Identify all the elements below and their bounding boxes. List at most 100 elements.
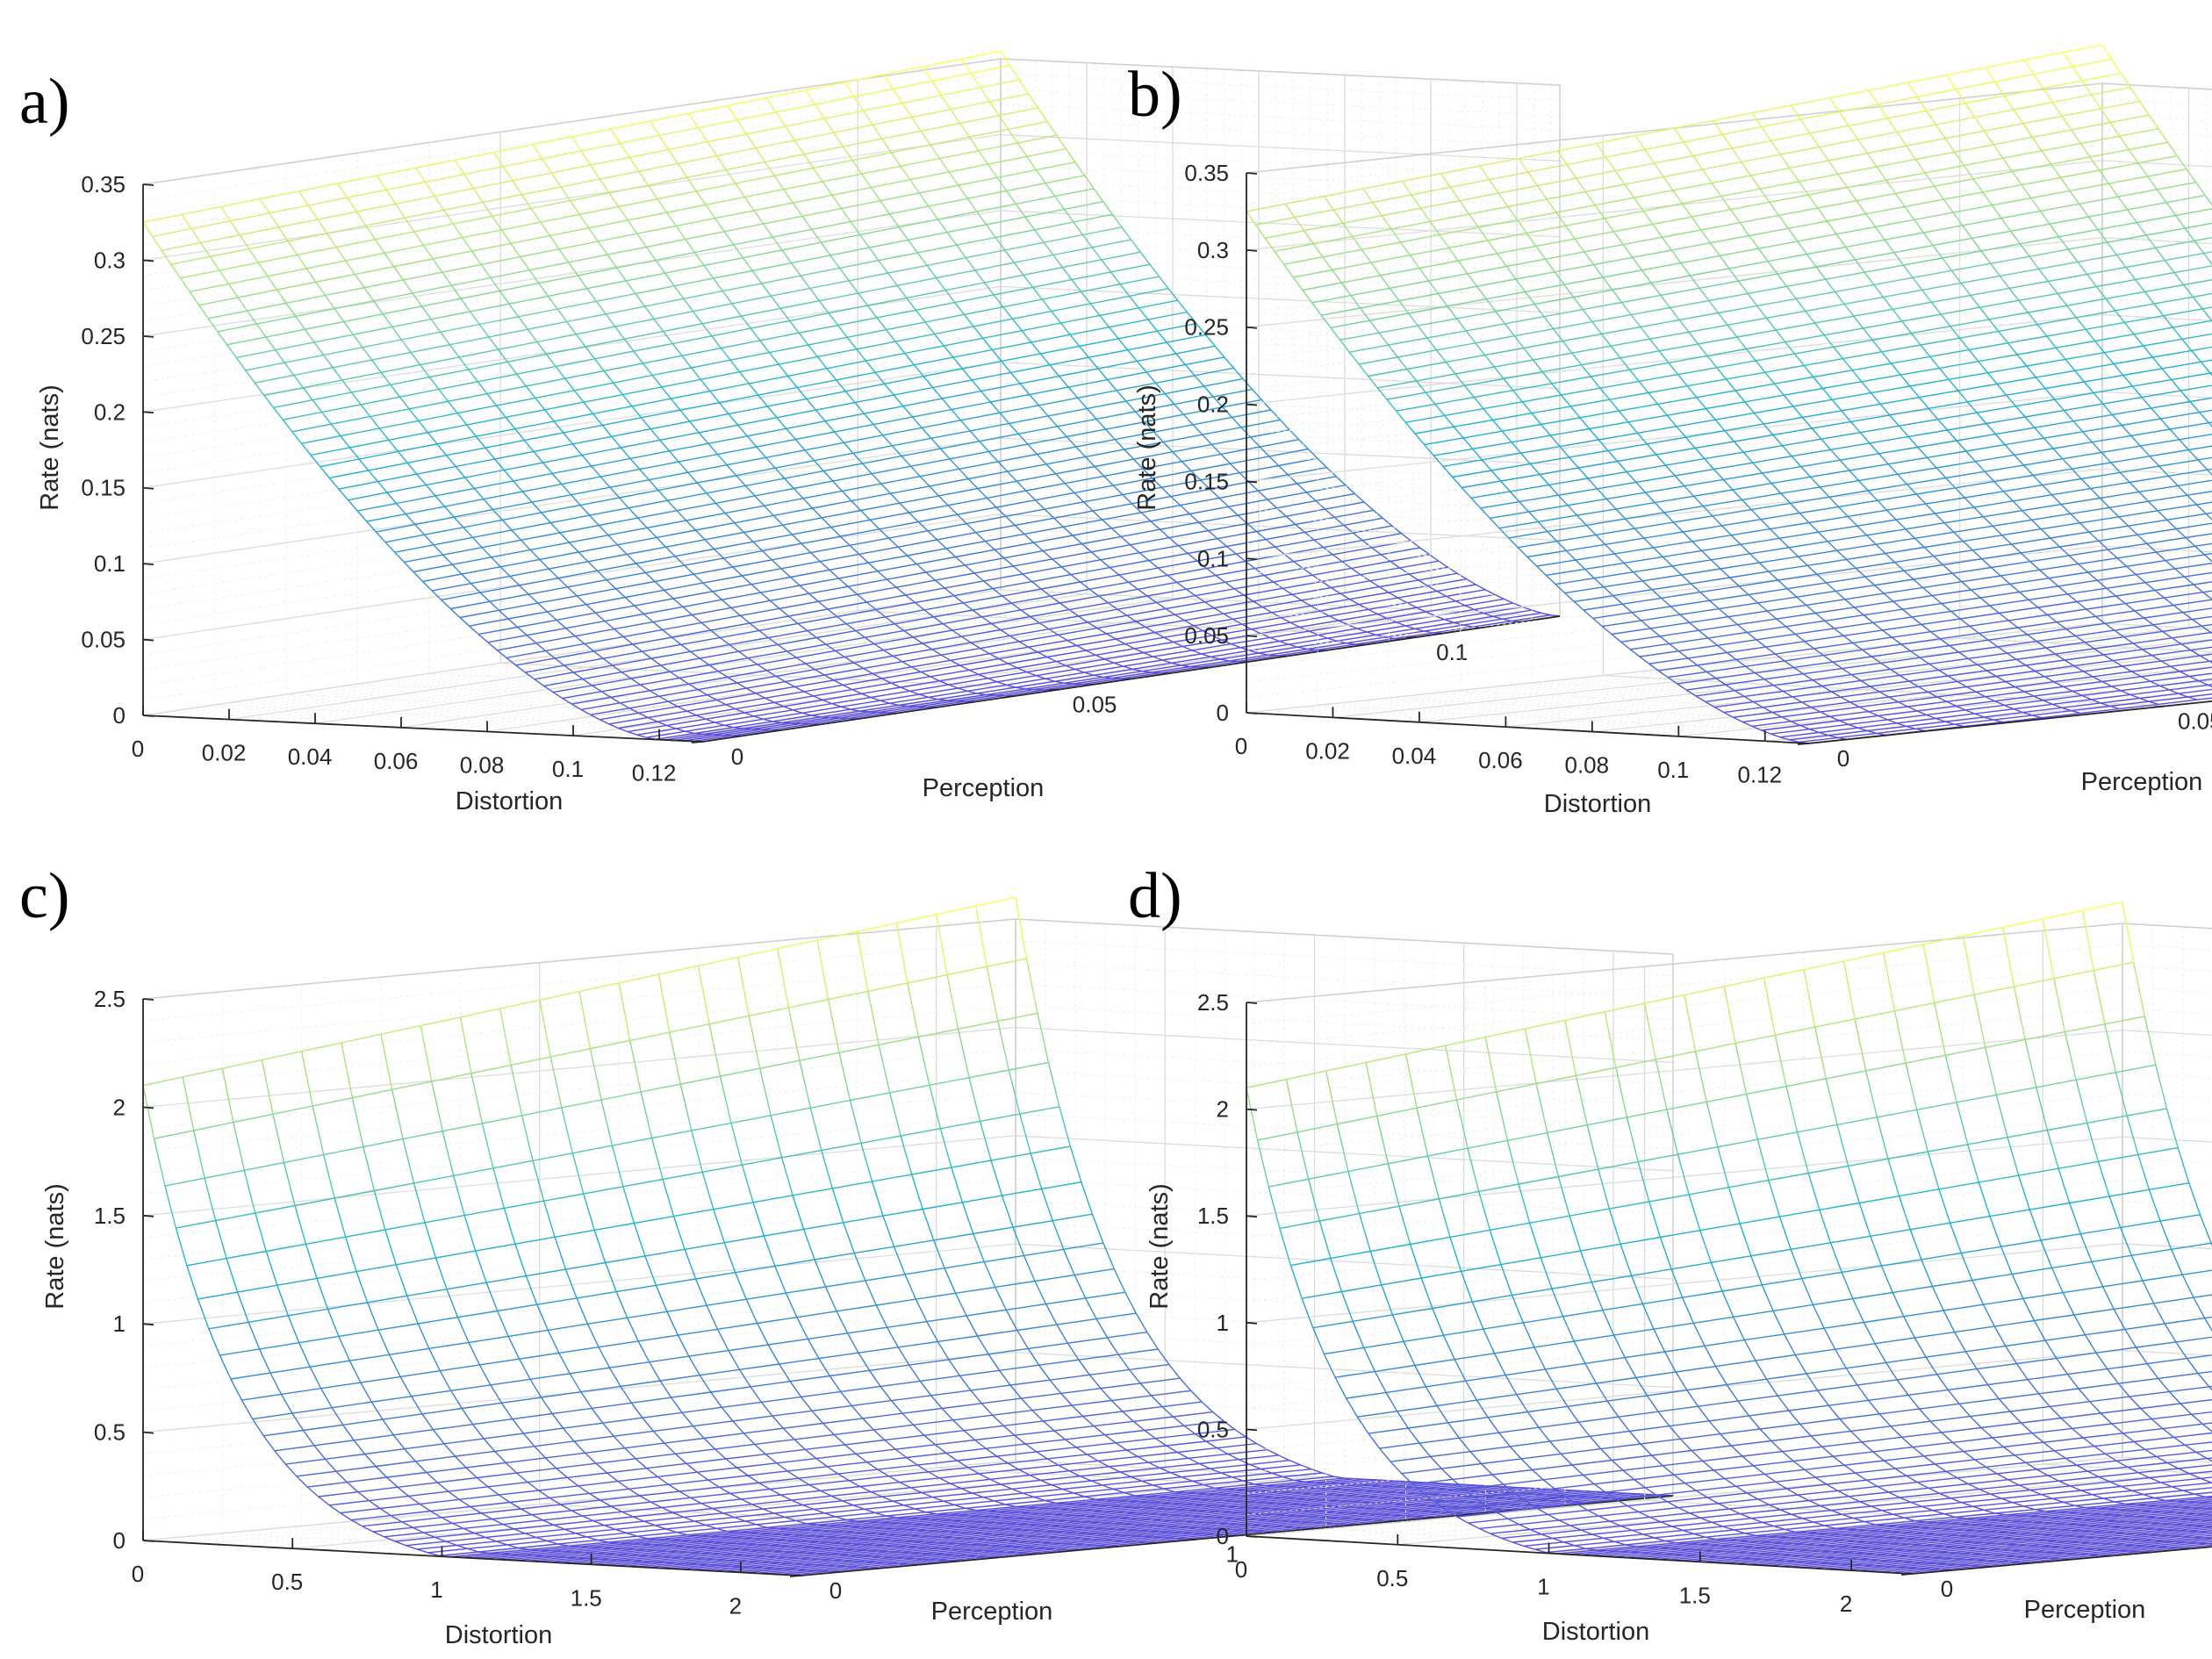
- surface-mesh-segment: [2163, 308, 2203, 317]
- surface-mesh-segment: [978, 673, 988, 679]
- surface-mesh-segment: [776, 417, 787, 429]
- surface-mesh-segment: [1484, 355, 1495, 368]
- surface-mesh-segment: [2004, 87, 2043, 97]
- surface-mesh-segment: [2069, 190, 2080, 205]
- surface-mesh-segment: [2043, 88, 2053, 103]
- surface-mesh-segment: [1489, 517, 1500, 529]
- surface-mesh-segment: [1380, 554, 1391, 563]
- surface-mesh-segment: [2079, 196, 2119, 205]
- surface-mesh-segment: [1986, 372, 1998, 384]
- surface-mesh-segment: [1556, 150, 1568, 165]
- surface-mesh-segment: [631, 398, 672, 407]
- surface-mesh-segment: [420, 356, 460, 366]
- surface-mesh-segment: [872, 465, 911, 475]
- surface-mesh-segment: [585, 346, 596, 360]
- surface-mesh-segment: [332, 367, 343, 381]
- surface-mesh-segment: [1679, 312, 1719, 321]
- surface-mesh-segment: [2018, 299, 2029, 313]
- surface-mesh-segment: [1282, 587, 1293, 595]
- surface-mesh-segment: [668, 140, 708, 151]
- surface-mesh-segment: [536, 334, 577, 343]
- minor-gridline-z: [142, 301, 1561, 428]
- surface-mesh-segment: [999, 405, 1039, 413]
- surface-mesh-segment: [575, 334, 586, 348]
- surface-mesh-segment: [1838, 111, 1849, 126]
- surface-mesh-segment: [973, 326, 984, 339]
- surface-mesh-segment: [275, 349, 285, 363]
- surface-mesh-segment: [531, 501, 542, 514]
- surface-mesh-segment: [1032, 278, 1073, 288]
- surface-mesh-segment: [373, 292, 413, 302]
- surface-mesh-segment: [1800, 459, 1841, 468]
- surface-mesh-segment: [528, 269, 540, 284]
- surface-mesh-segment: [939, 680, 950, 686]
- surface-mesh-segment: [765, 697, 775, 703]
- surface-mesh-segment: [970, 73, 981, 89]
- surface-mesh-segment: [1243, 587, 1283, 596]
- surface-mesh-segment: [453, 215, 492, 225]
- surface-mesh-segment: [551, 472, 563, 485]
- surface-mesh-segment: [1329, 615, 1339, 621]
- surface-mesh-segment: [237, 289, 277, 298]
- surface-mesh-segment: [1067, 386, 1079, 399]
- surface-mesh-segment: [1584, 251, 1595, 265]
- surface-mesh-segment: [2177, 485, 2188, 496]
- surface-mesh-segment: [910, 458, 951, 467]
- surface-mesh-segment: [887, 264, 928, 274]
- surface-mesh-segment: [1075, 446, 1087, 457]
- surface-mesh-segment: [1081, 284, 1121, 293]
- surface-mesh-segment: [1131, 239, 1141, 253]
- surface-mesh-segment: [1687, 657, 1698, 666]
- surface-mesh-segment: [2081, 80, 2093, 96]
- surface-mesh-segment: [478, 634, 489, 643]
- surface-mesh-segment: [1921, 623, 1932, 633]
- surface-mesh-segment: [506, 361, 518, 375]
- surface-mesh-segment: [1047, 407, 1088, 417]
- surface-mesh-segment: [488, 336, 499, 350]
- surface-mesh-segment: [2130, 434, 2141, 447]
- surface-mesh-segment: [693, 566, 733, 575]
- surface-mesh-segment: [1794, 346, 1834, 355]
- surface-mesh-segment: [959, 468, 969, 479]
- surface-mesh-segment: [733, 236, 773, 246]
- surface-mesh-segment: [1545, 574, 1556, 585]
- surface-mesh-segment: [895, 333, 935, 342]
- surface-mesh-segment: [1907, 435, 1919, 448]
- surface-mesh-segment: [431, 311, 470, 320]
- surface-mesh-segment: [2110, 462, 2121, 473]
- surface-mesh-segment: [438, 381, 478, 391]
- surface-mesh-segment: [1351, 567, 1361, 576]
- surface-mesh-segment: [1339, 585, 1380, 594]
- surface-mesh-segment: [713, 277, 723, 292]
- surface-mesh-segment: [1301, 600, 1311, 607]
- surface-mesh-segment: [590, 714, 600, 721]
- surface-mesh-segment: [789, 320, 800, 334]
- surface-mesh-segment: [653, 318, 664, 332]
- surface-mesh-segment: [971, 379, 982, 392]
- surface-mesh-segment: [539, 551, 579, 561]
- surface-mesh-segment: [328, 478, 340, 490]
- surface-mesh-segment: [427, 432, 438, 445]
- surface-mesh-segment: [1492, 615, 1503, 620]
- surface-mesh-segment: [854, 394, 894, 404]
- surface-mesh-segment: [1310, 605, 1321, 612]
- surface-mesh-segment: [608, 723, 619, 729]
- surface-mesh-segment: [1123, 665, 1133, 670]
- surface-mesh-segment: [849, 272, 888, 282]
- surface-mesh-segment: [1119, 284, 1131, 297]
- surface-mesh-segment: [1083, 501, 1094, 512]
- surface-mesh-segment: [700, 614, 741, 624]
- surface-mesh-segment: [1068, 378, 1108, 388]
- surface-mesh-segment: [1105, 428, 1116, 441]
- surface-mesh-segment: [521, 186, 562, 196]
- surface-mesh-segment: [771, 559, 782, 570]
- surface-mesh-segment: [588, 219, 628, 229]
- surface-mesh-segment: [142, 221, 154, 237]
- surface-mesh-segment: [442, 271, 452, 286]
- surface-mesh-segment: [1903, 570, 1914, 580]
- surface-mesh-segment: [1812, 420, 1851, 429]
- surface-mesh-segment: [1703, 499, 1742, 507]
- surface-mesh-segment: [2191, 346, 2212, 352]
- surface-mesh-segment: [452, 557, 492, 565]
- surface-mesh-segment: [1842, 635, 1854, 643]
